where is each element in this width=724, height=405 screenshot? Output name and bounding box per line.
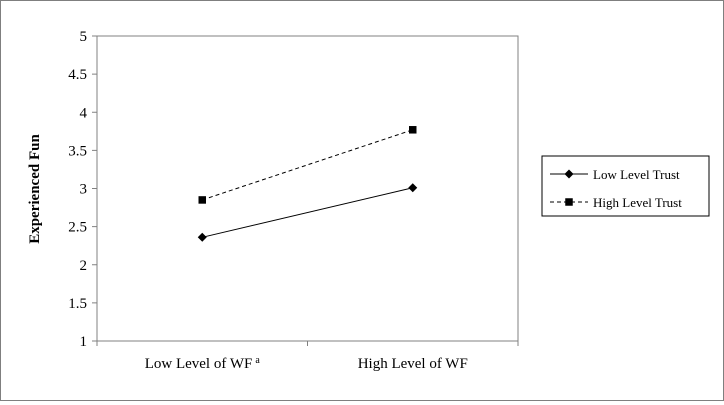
data-point-high-level-trust [409,126,417,134]
y-axis-label: Experienced Fun [27,134,43,244]
y-tick-label: 2 [80,258,88,274]
x-category-label: High Level of WF [358,356,468,372]
series-line-low-level-trust [202,187,413,238]
y-tick-label: 3 [80,182,88,198]
plot-border [96,35,519,342]
series-high-level-trust [198,126,417,204]
data-point-high-level-trust [198,196,206,204]
y-axis-ticks: 1 1.5 2 2.5 3 3.5 4 4.5 5 [68,29,97,350]
x-axis-categories: Low Level of WF a High Level of WF [96,341,519,372]
y-tick-label: 3.5 [68,143,87,159]
legend-box [541,155,710,217]
y-tick-label: 2.5 [68,220,87,236]
legend-marker [564,169,574,179]
data-point-low-level-trust [408,183,418,193]
series-low-level-trust [197,183,418,242]
legend-label: High Level Trust [593,195,682,210]
plot-area [96,35,519,342]
y-tick-label: 4 [80,105,88,121]
y-tick-label: 1.5 [68,296,87,312]
legend-marker [565,198,573,206]
data-point-low-level-trust [197,232,207,242]
x-category-label: Low Level of WF a [145,355,261,372]
y-tick-label: 5 [80,29,88,45]
legend: Low Level Trust High Level Trust [541,155,710,217]
x-category-superscript: a [255,355,260,366]
series-line-high-level-trust [202,129,413,201]
legend-label: Low Level Trust [593,167,680,182]
y-tick-label: 4.5 [68,67,87,83]
series-group [197,126,418,242]
y-tick-label: 1 [80,334,88,350]
